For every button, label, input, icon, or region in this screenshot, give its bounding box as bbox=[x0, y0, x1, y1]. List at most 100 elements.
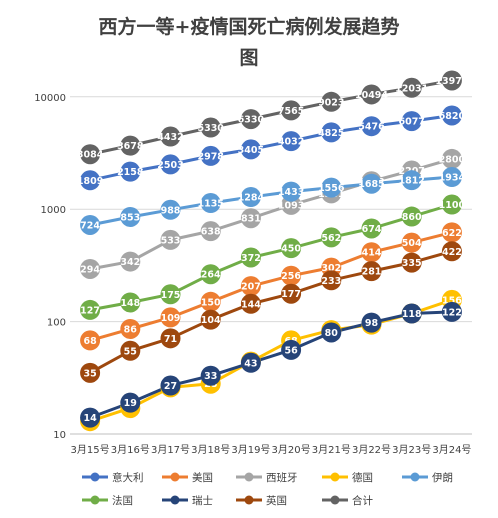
data-point bbox=[200, 365, 221, 386]
data-label: 622 bbox=[442, 228, 462, 239]
data-point bbox=[361, 84, 382, 105]
data-point bbox=[361, 242, 382, 263]
legend-marker bbox=[90, 472, 100, 482]
legend-marker bbox=[90, 495, 100, 505]
data-point bbox=[160, 154, 181, 175]
data-point bbox=[281, 283, 302, 304]
data-point bbox=[240, 208, 261, 229]
data-label: 156 bbox=[442, 295, 462, 306]
data-label: 80 bbox=[325, 328, 339, 339]
legend-label: 合计 bbox=[352, 494, 373, 507]
data-point bbox=[160, 375, 181, 396]
data-label: 175 bbox=[161, 290, 181, 301]
data-label: 1809 bbox=[77, 176, 103, 187]
data-point bbox=[80, 170, 101, 191]
data-label: 294 bbox=[80, 264, 100, 275]
data-point bbox=[200, 117, 221, 138]
data-label: 7565 bbox=[278, 106, 304, 117]
series-line-7 bbox=[89, 310, 452, 420]
data-label: 4432 bbox=[157, 132, 183, 143]
data-point bbox=[401, 77, 422, 98]
x-tick-label: 3月21号 bbox=[312, 444, 351, 456]
data-label: 98 bbox=[365, 318, 379, 329]
data-label: 2800 bbox=[439, 154, 466, 165]
data-point bbox=[401, 111, 422, 132]
data-label: 1093 bbox=[278, 200, 304, 211]
data-label: 2978 bbox=[197, 151, 224, 162]
data-point bbox=[441, 105, 462, 126]
data-label: 207 bbox=[241, 282, 261, 293]
data-label: 1135 bbox=[197, 199, 223, 210]
data-label: 43 bbox=[244, 358, 257, 369]
data-label: 860 bbox=[402, 212, 422, 223]
chart-title-line2: 图 bbox=[239, 47, 258, 69]
data-label: 10494 bbox=[355, 90, 388, 101]
data-label: 177 bbox=[281, 289, 301, 300]
data-point bbox=[80, 330, 101, 351]
data-label: 264 bbox=[201, 270, 221, 281]
data-label: 1284 bbox=[238, 192, 265, 203]
legend-label: 法国 bbox=[112, 494, 133, 507]
data-label: 1812 bbox=[398, 176, 424, 187]
data-point bbox=[160, 126, 181, 147]
data-label: 1685 bbox=[358, 179, 384, 190]
data-point bbox=[401, 252, 422, 273]
data-point bbox=[160, 328, 181, 349]
data-point bbox=[321, 322, 342, 343]
data-label: 13976 bbox=[435, 76, 468, 87]
data-point bbox=[441, 166, 462, 187]
x-tick-label: 3月18号 bbox=[191, 444, 230, 456]
data-label: 56 bbox=[284, 345, 298, 356]
data-label: 4825 bbox=[318, 128, 344, 139]
data-label: 12031 bbox=[395, 83, 428, 94]
y-tick-label: 10000 bbox=[34, 93, 66, 104]
data-point bbox=[240, 276, 261, 297]
data-label: 144 bbox=[241, 299, 261, 310]
legend-label: 瑞士 bbox=[192, 494, 213, 507]
data-point bbox=[441, 70, 462, 91]
data-point bbox=[321, 177, 342, 198]
legend-marker bbox=[244, 472, 254, 482]
data-label: 1433 bbox=[278, 187, 304, 198]
data-point bbox=[281, 339, 302, 360]
data-label: 9023 bbox=[318, 97, 344, 108]
data-point bbox=[80, 214, 101, 235]
legend-label: 伊朗 bbox=[432, 472, 453, 484]
data-label: 638 bbox=[201, 227, 221, 238]
data-label: 831 bbox=[241, 214, 261, 225]
data-point bbox=[160, 229, 181, 250]
data-label: 5476 bbox=[358, 122, 385, 133]
data-point bbox=[401, 232, 422, 253]
data-point bbox=[120, 292, 141, 313]
data-point bbox=[80, 362, 101, 383]
data-label: 127 bbox=[80, 305, 100, 316]
data-label: 504 bbox=[402, 238, 422, 249]
data-point bbox=[160, 307, 181, 328]
y-tick-label: 1000 bbox=[41, 205, 66, 216]
data-label: 6077 bbox=[398, 117, 424, 128]
x-tick-label: 3月15号 bbox=[71, 444, 110, 456]
series-line-1 bbox=[89, 114, 453, 182]
data-point bbox=[240, 293, 261, 314]
data-label: 533 bbox=[161, 235, 181, 246]
data-point bbox=[361, 261, 382, 282]
data-point bbox=[321, 227, 342, 248]
data-label: 1556 bbox=[318, 183, 345, 194]
y-tick-label: 10 bbox=[53, 430, 66, 441]
data-point bbox=[281, 131, 302, 152]
data-point bbox=[240, 139, 261, 160]
x-axis-ticks: 3月15号 3月16号 3月17号 3月18号 3月19号 3月20号 3月21号 3月22号… bbox=[71, 444, 472, 456]
data-point bbox=[120, 251, 141, 272]
data-point bbox=[401, 170, 422, 191]
series-line-6 bbox=[89, 203, 453, 312]
series-line-5 bbox=[89, 175, 453, 227]
legend-marker bbox=[330, 472, 340, 482]
data-point bbox=[80, 299, 101, 320]
data-label: 1100 bbox=[439, 200, 466, 211]
data-label: 19 bbox=[124, 398, 137, 409]
data-label: 35 bbox=[83, 368, 96, 379]
data-label: 14 bbox=[83, 413, 97, 424]
